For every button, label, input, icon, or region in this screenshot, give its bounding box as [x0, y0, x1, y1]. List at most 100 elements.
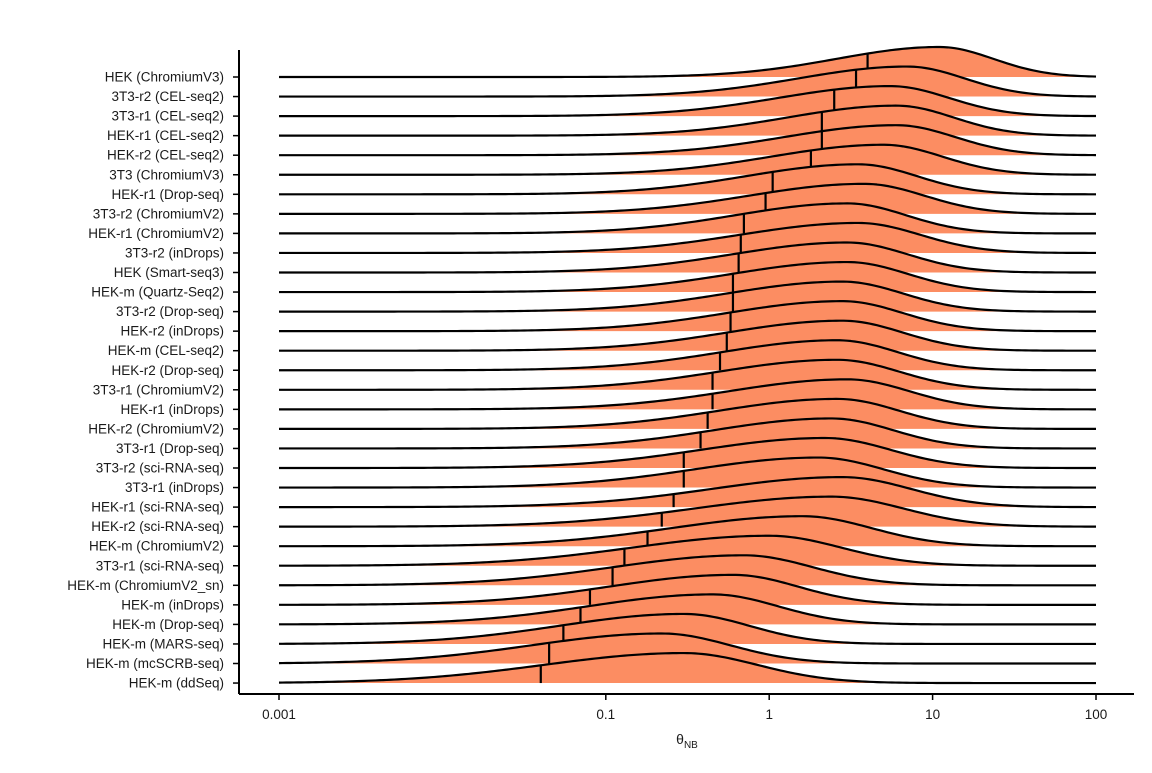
y-tick-label: HEK-r1 (Drop-seq)	[111, 187, 224, 202]
ridge-14	[279, 319, 1097, 352]
y-tick-label: HEK-r1 (ChromiumV2)	[88, 226, 224, 241]
y-tick-label: HEK (ChromiumV3)	[105, 70, 224, 85]
ridge-0	[279, 45, 1097, 79]
ridge-fill	[279, 144, 1096, 175]
ridges-group	[278, 45, 1097, 685]
y-tick-label: HEK-m (Quartz-Seq2)	[91, 285, 224, 300]
ridge-outline	[279, 534, 1096, 567]
x-axis-ticks: 0.001 0.1 1 10 100	[262, 694, 1107, 722]
y-tick-label: 3T3-r2 (inDrops)	[125, 245, 224, 260]
y-tick-label: 3T3 (ChromiumV3)	[109, 167, 224, 182]
y-axis-labels: HEK (ChromiumV3) 3T3-r2 (CEL-seq2) 3T3-r1 …	[67, 70, 239, 691]
y-tick-label: 3T3-r2 (CEL-seq2)	[111, 89, 224, 104]
x-axis-title: θNB	[676, 731, 698, 751]
ridge-fill	[279, 340, 1096, 371]
ridge-16	[279, 358, 1096, 391]
ridge-outline	[279, 85, 1097, 118]
ridge-8	[279, 202, 1097, 235]
y-tick-label: HEK-r1 (sci-RNA-seq)	[91, 500, 224, 515]
ridge-fill	[279, 222, 1096, 253]
ridge-fill	[279, 653, 1096, 684]
ridge-outline	[279, 358, 1096, 391]
y-tick-label: 3T3-r1 (inDrops)	[125, 480, 224, 495]
ridge-24	[279, 515, 1096, 548]
ridge-outline	[279, 476, 1097, 509]
ridge-26	[278, 554, 1096, 587]
ridge-outline	[279, 436, 1096, 470]
ridge-outline	[279, 163, 1096, 196]
ridge-25	[279, 534, 1096, 567]
ridge-outline	[279, 65, 1097, 98]
ridge-22	[279, 476, 1097, 509]
x-tick-label: 0.001	[262, 707, 296, 722]
ridge-fill	[279, 281, 1096, 312]
ridge-outline	[279, 573, 1096, 606]
x-tick-label: 10	[925, 707, 940, 722]
ridge-outline	[279, 182, 1096, 215]
ridge-28	[278, 593, 1096, 626]
ridge-fill	[279, 496, 1096, 527]
y-tick-label: HEK-r2 (inDrops)	[120, 324, 224, 339]
ridge-31	[278, 651, 1096, 685]
ridge-10	[279, 241, 1096, 274]
ridge-outline	[279, 124, 1097, 157]
ridge-outline	[279, 280, 1097, 313]
ridge-outline	[279, 456, 1096, 489]
ridge-outline	[279, 378, 1096, 411]
y-tick-label: HEK-m (mcSCRB-seq)	[86, 656, 224, 671]
ridge-15	[279, 339, 1096, 372]
ridge-outline	[279, 397, 1096, 430]
ridge-outline	[279, 495, 1097, 528]
ridge-fill	[279, 594, 1096, 625]
ridge-12	[279, 280, 1097, 313]
ridge-fill	[279, 516, 1096, 547]
y-tick-label: HEK-r2 (ChromiumV2)	[88, 421, 224, 436]
ridge-13	[279, 300, 1097, 333]
x-tick-label: 100	[1085, 707, 1108, 722]
y-tick-label: 3T3-r1 (Drop-seq)	[116, 441, 224, 456]
x-tick-label: 1	[765, 707, 773, 722]
y-tick-label: HEK-r2 (Drop-seq)	[111, 363, 224, 378]
ridge-27	[279, 573, 1096, 606]
y-tick-label: HEK-r1 (CEL-seq2)	[107, 128, 224, 143]
ridge-outline	[278, 554, 1096, 587]
y-tick-label: 3T3-r2 (Drop-seq)	[116, 304, 224, 319]
ridge-19	[279, 417, 1096, 450]
ridge-outline	[279, 319, 1097, 352]
ridge-18	[279, 397, 1096, 430]
ridge-outline	[278, 593, 1096, 626]
y-tick-label: 3T3-r1 (ChromiumV2)	[93, 382, 224, 397]
ridge-21	[279, 456, 1096, 489]
y-tick-label: HEK-r2 (sci-RNA-seq)	[91, 519, 224, 534]
y-tick-label: 3T3-r2 (sci-RNA-seq)	[96, 461, 224, 476]
ridge-fill	[279, 457, 1096, 488]
ridge-fill	[279, 438, 1096, 468]
y-tick-label: HEK-m (CEL-seq2)	[108, 343, 224, 358]
ridge-20	[279, 436, 1096, 470]
y-tick-label: 3T3-r1 (CEL-seq2)	[111, 109, 224, 124]
ridge-11	[279, 260, 1096, 294]
y-tick-label: 3T3-r1 (sci-RNA-seq)	[96, 558, 224, 573]
ridge-fill	[279, 633, 1096, 664]
ridge-fill	[279, 418, 1096, 449]
ridge-9	[279, 221, 1096, 255]
ridge-outline	[279, 202, 1097, 235]
y-tick-label: HEK-r1 (inDrops)	[120, 402, 224, 417]
ridge-outline	[279, 300, 1097, 333]
y-tick-label: HEK-m (Drop-seq)	[112, 617, 224, 632]
ridge-outline	[278, 632, 1096, 665]
ridge-outline	[279, 260, 1096, 294]
ridge-outline	[279, 339, 1096, 372]
y-tick-label: 3T3-r2 (ChromiumV2)	[93, 206, 224, 221]
ridge-fill	[279, 574, 1096, 605]
ridge-fill	[279, 301, 1096, 332]
y-tick-label: HEK-m (inDrops)	[121, 597, 224, 612]
y-tick-label: HEK-m (ChromiumV2_sn)	[67, 578, 224, 593]
x-axis-title-main: θ	[676, 731, 684, 747]
axes-group	[238, 50, 1134, 695]
y-tick-label: HEK-m (MARS-seq)	[102, 636, 224, 651]
ridge-outline	[279, 241, 1096, 274]
ridge-outline	[279, 515, 1096, 548]
